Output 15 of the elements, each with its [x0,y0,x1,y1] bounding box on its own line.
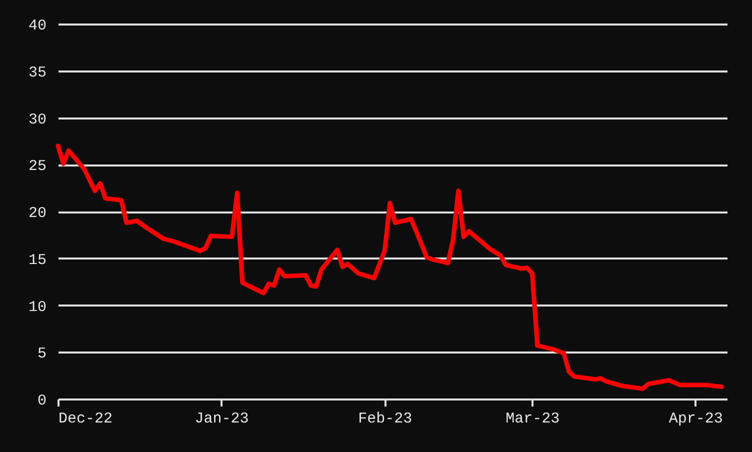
y-tick-label: 35 [28,64,46,82]
y-tick-label: 15 [28,252,46,269]
y-tick-label: 25 [28,158,46,176]
y-tick-label: 0 [37,392,46,410]
y-tick-label: 5 [37,346,46,363]
line-series [56,144,724,391]
x-tick-label: Apr-23 [668,410,723,428]
y-tick-label: 30 [28,111,46,128]
x-tick-label: Jan-23 [194,410,249,428]
x-tick-label: Dec-22 [58,410,113,428]
y-tick-label: 10 [28,298,46,316]
y-tick-label: 20 [28,205,46,222]
y-tick-label: 40 [28,18,46,34]
x-tick-label: Feb-23 [358,410,412,428]
x-tick-label: Mar-23 [506,410,560,428]
